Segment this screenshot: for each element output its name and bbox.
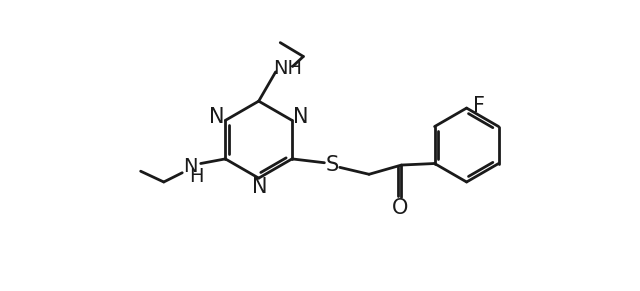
Text: N: N (292, 107, 308, 127)
Text: N: N (209, 107, 225, 127)
Text: N: N (253, 177, 268, 197)
Text: N: N (182, 157, 197, 176)
Text: NH: NH (273, 58, 303, 77)
Text: H: H (189, 167, 204, 186)
Text: F: F (473, 96, 485, 116)
Text: O: O (392, 198, 408, 218)
Text: S: S (326, 155, 339, 175)
